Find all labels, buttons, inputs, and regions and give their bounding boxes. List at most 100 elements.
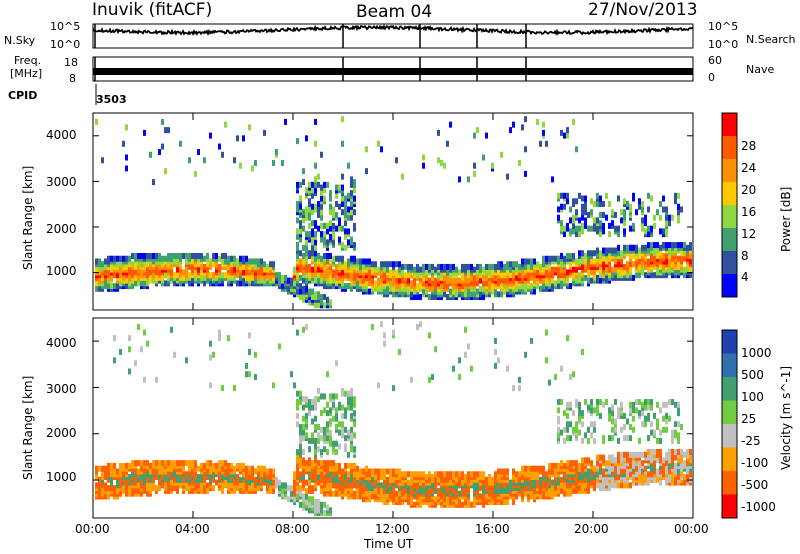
velocity-cell bbox=[608, 435, 611, 442]
velocity-cell bbox=[329, 407, 332, 414]
power-cell bbox=[305, 135, 308, 142]
velocity-cell bbox=[524, 471, 527, 478]
power-cell bbox=[122, 140, 125, 147]
velocity-colorbar-swatch bbox=[722, 330, 737, 354]
power-cell bbox=[593, 258, 596, 265]
power-cell bbox=[299, 220, 302, 227]
velocity-cell bbox=[341, 387, 344, 394]
velocity-cell bbox=[566, 460, 569, 467]
velocity-cell bbox=[665, 426, 668, 433]
power-cell bbox=[161, 143, 164, 150]
velocity-cell bbox=[332, 460, 335, 467]
power-cell bbox=[479, 277, 482, 284]
power-cell bbox=[452, 263, 455, 270]
velocity-cell bbox=[536, 482, 539, 489]
power-cell bbox=[305, 187, 308, 194]
velocity-cell bbox=[620, 426, 623, 433]
power-cell bbox=[614, 247, 617, 254]
velocity-cell bbox=[299, 429, 302, 436]
power-cell bbox=[422, 263, 425, 270]
velocity-cell bbox=[659, 407, 662, 414]
velocity-cell bbox=[617, 457, 620, 464]
velocity-cell bbox=[296, 412, 299, 419]
power-cell bbox=[251, 165, 254, 172]
power-cell bbox=[287, 277, 290, 284]
power-cell bbox=[311, 239, 314, 246]
power-cell bbox=[650, 242, 653, 249]
noise-tick-bottom-left: 10^0 bbox=[50, 38, 81, 51]
power-cell bbox=[632, 261, 635, 268]
velocity-cell bbox=[410, 471, 413, 478]
velocity-cell bbox=[146, 460, 149, 467]
velocity-cell bbox=[299, 490, 302, 497]
power-cell bbox=[209, 258, 212, 265]
power-cell bbox=[587, 250, 590, 257]
velocity-cell bbox=[461, 471, 464, 478]
xtick-2: 08:00 bbox=[275, 522, 310, 536]
velocity-cell bbox=[101, 490, 104, 497]
power-cell bbox=[509, 127, 512, 134]
velocity-cell bbox=[575, 421, 578, 428]
velocity-cell bbox=[302, 415, 305, 422]
power-cell bbox=[296, 181, 299, 188]
power-cell bbox=[245, 255, 248, 262]
power-cell bbox=[344, 233, 347, 240]
velocity-cell bbox=[650, 449, 653, 456]
power-cell bbox=[350, 176, 353, 183]
power-cell bbox=[686, 266, 689, 273]
power-cell bbox=[458, 176, 461, 183]
power-cell bbox=[515, 280, 518, 287]
power-cell bbox=[122, 255, 125, 262]
velocity-cell bbox=[620, 401, 623, 408]
velocity-cell bbox=[125, 487, 128, 494]
power-cell bbox=[410, 263, 413, 270]
power-cb-tick-24: 24 bbox=[741, 161, 757, 175]
velocity-cell bbox=[302, 474, 305, 481]
power-cell bbox=[566, 192, 569, 199]
velocity-cell bbox=[296, 404, 299, 411]
velocity-cell bbox=[299, 437, 302, 444]
velocity-cell bbox=[245, 371, 248, 378]
power-cell bbox=[683, 272, 686, 279]
velocity-cell bbox=[314, 443, 317, 450]
velocity-cell bbox=[305, 499, 308, 506]
velocity-cell bbox=[458, 482, 461, 489]
power-cell bbox=[557, 192, 560, 199]
power-cell bbox=[521, 288, 524, 295]
power-cell bbox=[656, 209, 659, 216]
power-cell bbox=[317, 252, 320, 259]
power-cell bbox=[620, 250, 623, 257]
power-cell bbox=[341, 209, 344, 216]
velocity-cell bbox=[458, 357, 461, 364]
power-cell bbox=[302, 209, 305, 216]
velocity-cell bbox=[563, 437, 566, 444]
velocity-cell bbox=[629, 435, 632, 442]
power-cell bbox=[299, 203, 302, 210]
velocity-cell bbox=[353, 482, 356, 489]
velocity-cell bbox=[137, 324, 140, 331]
power-cell bbox=[380, 261, 383, 268]
power-cell bbox=[584, 209, 587, 216]
velocity-cell bbox=[380, 496, 383, 503]
velocity-cell bbox=[491, 499, 494, 506]
velocity-cell bbox=[323, 501, 326, 508]
velocity-cell bbox=[605, 460, 608, 467]
power-cell bbox=[296, 228, 299, 235]
velocity-cell bbox=[308, 457, 311, 464]
velocity-cell bbox=[323, 490, 326, 497]
velocity-cell bbox=[329, 460, 332, 467]
velocity-cell bbox=[329, 476, 332, 483]
power-cell bbox=[635, 244, 638, 251]
velocity-cell bbox=[212, 476, 215, 483]
velocity-cell bbox=[257, 465, 260, 472]
velocity-cell bbox=[158, 479, 161, 486]
velocity-cell bbox=[635, 407, 638, 414]
power-cell bbox=[188, 272, 191, 279]
power-cell bbox=[557, 214, 560, 221]
velocity-cell bbox=[482, 471, 485, 478]
velocity-cell bbox=[611, 418, 614, 425]
power-cell bbox=[572, 252, 575, 259]
velocity-cell bbox=[545, 471, 548, 478]
velocity-cell bbox=[431, 474, 434, 481]
velocity-cell bbox=[602, 435, 605, 442]
